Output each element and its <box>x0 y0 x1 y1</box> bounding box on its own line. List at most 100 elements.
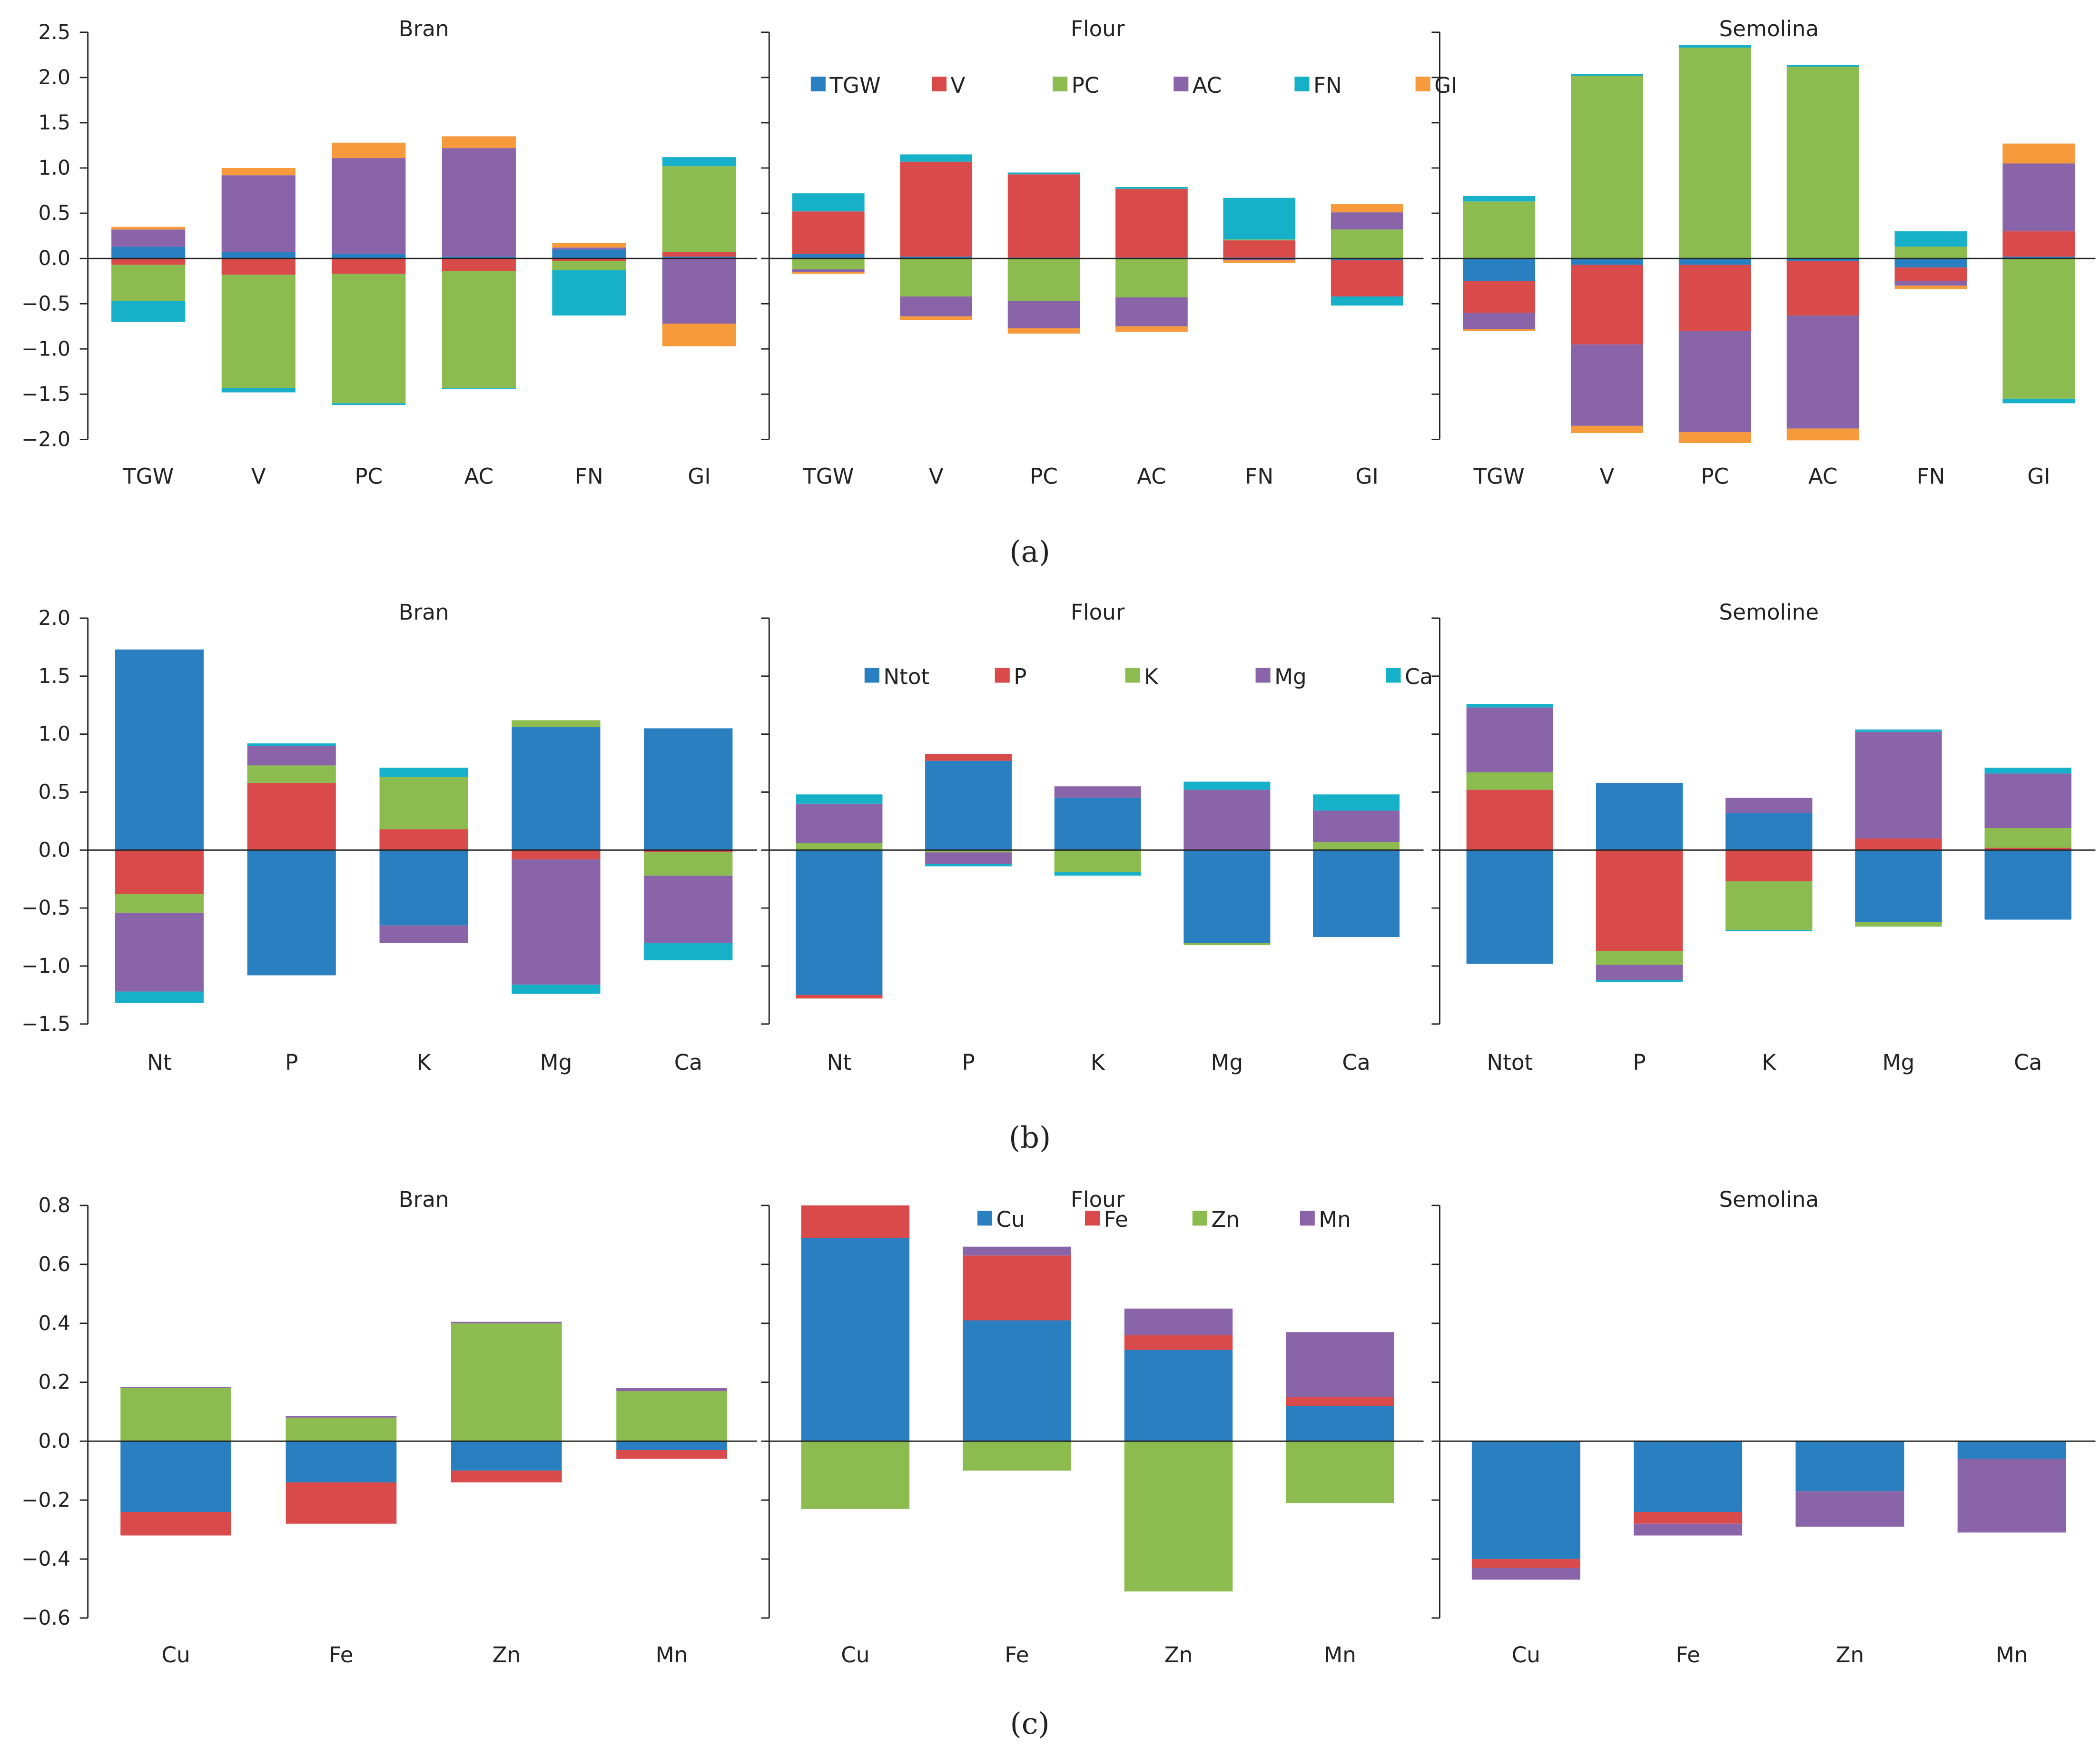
bar-ca-ca <box>1984 768 2071 774</box>
bar-pc-v <box>900 258 973 296</box>
bar-v-ac <box>1786 261 1859 316</box>
bar-pc-v <box>1570 76 1643 259</box>
bar-fn-v <box>1570 74 1643 76</box>
bar-mn-fe <box>963 1246 1071 1256</box>
y-tick-label: −0.5 <box>21 292 70 315</box>
bar-p-p <box>925 754 1012 761</box>
legend-swatch-mn <box>1300 1211 1315 1226</box>
bar-p-p <box>247 782 336 850</box>
bar-mn-fe <box>286 1416 397 1418</box>
y-tick-label: −0.5 <box>21 896 70 919</box>
legend-label: FN <box>1313 73 1342 98</box>
bar-ntot-p <box>1596 782 1683 850</box>
y-tick-label: 2.5 <box>39 20 70 44</box>
y-tick-label: −1.5 <box>21 1012 70 1036</box>
x-tick-label: Mg <box>540 1050 572 1075</box>
x-tick-label: AC <box>1137 464 1166 489</box>
y-tick-label: 0.5 <box>39 780 70 804</box>
y-tick-label: 0.0 <box>39 1429 70 1452</box>
subplot-b-bran: Bran 2.0 1.5 1.0 0.5 0.0 −0.5 −1.0 −1.5 Nt P K Mg Ca <box>21 600 757 1075</box>
bar-v-gi <box>662 252 737 257</box>
bar-cu-zn <box>451 1441 562 1471</box>
bar-mg-k <box>379 925 468 943</box>
bar-ntot-mg <box>1183 850 1271 943</box>
bar-mn-mn <box>616 1388 727 1392</box>
bar-tgw-v <box>1570 258 1643 265</box>
x-tick-label: GI <box>1356 464 1379 489</box>
bar-ac-pc <box>1007 301 1080 328</box>
bar-ca-p <box>925 864 1012 867</box>
bar-pc-pc <box>332 274 406 404</box>
bar-cu-fe <box>286 1441 397 1483</box>
legend-label: Zn <box>1211 1207 1240 1232</box>
bar-k-p <box>247 765 336 783</box>
bar-ac-pc <box>332 158 406 254</box>
legend-swatch-k <box>1125 668 1140 683</box>
bar-zn-zn <box>451 1323 562 1441</box>
legend-swatch-zn <box>1192 1211 1207 1226</box>
bar-ntot-nt <box>796 850 883 995</box>
bar-mg-k <box>1054 786 1141 798</box>
bar-ca-k <box>379 768 468 777</box>
bar-gi-ac <box>1786 428 1859 441</box>
bar-ca-mg <box>512 984 601 994</box>
subplot-title: Flour <box>1071 1187 1125 1212</box>
bar-ntot-mg <box>1855 850 1942 922</box>
bar-ca-p <box>1596 980 1683 983</box>
legend-label: Fe <box>1104 1207 1128 1232</box>
bar-fn-pc <box>1678 45 1751 48</box>
y-tick-label: 0.6 <box>39 1253 70 1276</box>
subplot-title: Flour <box>1071 16 1125 41</box>
bar-mg-mg <box>1183 790 1271 850</box>
x-tick-label: Ca <box>2014 1050 2042 1075</box>
bar-pc-ac <box>442 271 516 388</box>
legend-label: PC <box>1072 73 1100 98</box>
legend-swatch-fe <box>1085 1211 1100 1226</box>
y-tick-label: −1.0 <box>21 954 70 977</box>
legend-c: Cu Fe Zn Mn <box>977 1207 1351 1232</box>
x-tick-label: Fe <box>1676 1642 1700 1668</box>
y-tick-label: 1.0 <box>39 156 70 179</box>
bar-ntot-ca <box>1984 850 2071 920</box>
bar-fe-cu <box>801 1205 910 1238</box>
subplot-a-semolina: Semolina TGW V PC AC FN GI <box>1431 16 2096 489</box>
legend-label: K <box>1144 664 1159 689</box>
legend-label: GI <box>1434 73 1457 98</box>
bar-cu-cu <box>1471 1441 1580 1559</box>
x-tick-label: Nt <box>827 1050 852 1075</box>
bar-pc-gi <box>1331 229 1403 259</box>
bar-ntot-nt <box>115 649 204 850</box>
bar-ntot-ntot <box>1466 850 1554 964</box>
bar-tgw-pc <box>1678 258 1751 265</box>
bar-pc-fn <box>1223 239 1296 241</box>
bar-fn-fn <box>1223 197 1296 240</box>
legend-swatch-gi <box>1415 76 1430 92</box>
bar-gi-ac <box>1115 326 1188 332</box>
bar-ca-mg <box>1183 781 1271 790</box>
bar-ac-tgw <box>1463 313 1536 329</box>
bar-zn-cu <box>801 1441 910 1509</box>
x-tick-label: GI <box>2027 464 2050 489</box>
bar-fe-fe <box>1634 1511 1743 1524</box>
bar-tgw-tgw <box>792 254 865 259</box>
bar-ac-gi <box>2002 163 2075 232</box>
x-tick-label: V <box>251 464 266 489</box>
legend-swatch-cu <box>977 1211 993 1226</box>
x-tick-label: FN <box>575 464 603 489</box>
legend-label: Mg <box>1274 664 1307 689</box>
subplot-title: Bran <box>399 16 449 41</box>
bar-fe-mn <box>1286 1397 1394 1406</box>
bar-mn-zn <box>1795 1491 1904 1527</box>
bar-k-mg <box>512 720 601 728</box>
bar-mn-cu <box>120 1387 231 1388</box>
bar-ntot-ca <box>1313 850 1400 938</box>
y-tick-label: 1.5 <box>39 664 70 688</box>
bar-tgw-fn <box>552 249 626 259</box>
bar-ac-v <box>1570 344 1643 426</box>
bar-p-ca <box>1984 848 2071 850</box>
legend-label: Ntot <box>883 664 929 689</box>
bar-mg-ca <box>1313 810 1400 842</box>
subplot-c-bran: Bran 0.8 0.6 0.4 0.2 0.0 −0.2 −0.4 −0.6 Cu Fe Zn Mn <box>21 1187 757 1668</box>
y-tick-label: −1.0 <box>21 337 70 360</box>
